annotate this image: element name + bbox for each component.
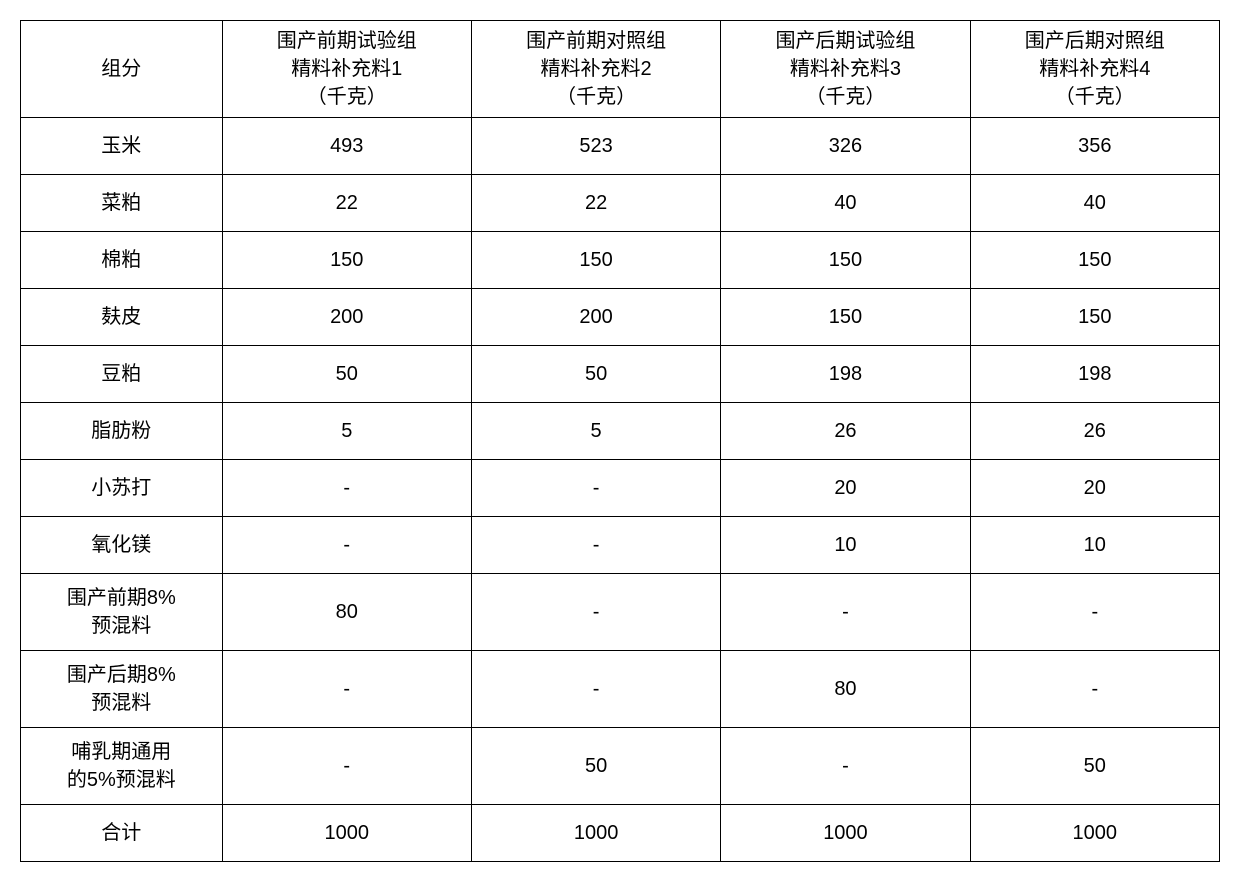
row-label-line1: 围产后期8% bbox=[67, 664, 176, 686]
table-cell: 1000 bbox=[970, 805, 1219, 862]
table-cell: 40 bbox=[970, 175, 1219, 232]
table-cell: - bbox=[222, 651, 471, 728]
table-cell: 1000 bbox=[222, 805, 471, 862]
table-cell: 50 bbox=[471, 346, 720, 403]
table-cell: 22 bbox=[222, 175, 471, 232]
table-cell: 50 bbox=[970, 728, 1219, 805]
header-line2: 精料补充料2 bbox=[541, 58, 652, 80]
table-cell: 1000 bbox=[721, 805, 970, 862]
header-line2: 精料补充料3 bbox=[790, 58, 901, 80]
row-label: 哺乳期通用的5%预混料 bbox=[21, 728, 223, 805]
table-cell: - bbox=[970, 574, 1219, 651]
header-line1: 围产后期对照组 bbox=[1025, 30, 1165, 52]
table-cell: 1000 bbox=[471, 805, 720, 862]
table-cell: - bbox=[222, 728, 471, 805]
table-cell: 26 bbox=[970, 403, 1219, 460]
table-header-row: 组分 围产前期试验组 精料补充料1 （千克） 围产前期对照组 精料补充料2 （千… bbox=[21, 21, 1220, 118]
table-cell: 493 bbox=[222, 118, 471, 175]
header-line3: （千克） bbox=[307, 86, 387, 108]
table-cell: 80 bbox=[222, 574, 471, 651]
table-cell: 150 bbox=[970, 289, 1219, 346]
table-cell: 200 bbox=[222, 289, 471, 346]
table-cell: - bbox=[471, 574, 720, 651]
table-cell: 326 bbox=[721, 118, 970, 175]
table-cell: - bbox=[970, 651, 1219, 728]
table-cell: 10 bbox=[721, 517, 970, 574]
row-label: 氧化镁 bbox=[21, 517, 223, 574]
table-cell: 150 bbox=[970, 232, 1219, 289]
row-label: 围产后期8% 预混料 bbox=[21, 651, 223, 728]
table-cell: 198 bbox=[970, 346, 1219, 403]
table-body: 玉米493523326356菜粕22224040棉粕150150150150麸皮… bbox=[21, 118, 1220, 862]
table-cell: - bbox=[471, 517, 720, 574]
header-line2: 精料补充料1 bbox=[291, 58, 402, 80]
table-cell: 150 bbox=[721, 232, 970, 289]
row-label: 合计 bbox=[21, 805, 223, 862]
table-row: 小苏打--2020 bbox=[21, 460, 1220, 517]
table-row: 豆粕5050198198 bbox=[21, 346, 1220, 403]
table-cell: - bbox=[222, 460, 471, 517]
table-row: 合计1000100010001000 bbox=[21, 805, 1220, 862]
header-col-4: 围产后期对照组 精料补充料4 （千克） bbox=[970, 21, 1219, 118]
table-cell: 5 bbox=[222, 403, 471, 460]
table-cell: - bbox=[721, 728, 970, 805]
table-cell: 26 bbox=[721, 403, 970, 460]
table-cell: 198 bbox=[721, 346, 970, 403]
table-cell: 50 bbox=[222, 346, 471, 403]
row-label: 脂肪粉 bbox=[21, 403, 223, 460]
table-cell: 150 bbox=[471, 232, 720, 289]
header-component: 组分 bbox=[21, 21, 223, 118]
table-cell: 10 bbox=[970, 517, 1219, 574]
table-cell: 40 bbox=[721, 175, 970, 232]
header-line3: （千克） bbox=[556, 86, 636, 108]
header-line3: （千克） bbox=[805, 86, 885, 108]
row-label: 棉粕 bbox=[21, 232, 223, 289]
header-label: 组分 bbox=[101, 58, 141, 80]
table-cell: 356 bbox=[970, 118, 1219, 175]
header-col-1: 围产前期试验组 精料补充料1 （千克） bbox=[222, 21, 471, 118]
header-col-3: 围产后期试验组 精料补充料3 （千克） bbox=[721, 21, 970, 118]
table-cell: 20 bbox=[721, 460, 970, 517]
table-cell: - bbox=[222, 517, 471, 574]
row-label-line2: 预混料 bbox=[91, 692, 151, 714]
table-cell: 50 bbox=[471, 728, 720, 805]
table-row: 哺乳期通用的5%预混料-50-50 bbox=[21, 728, 1220, 805]
row-label-line2: 的5%预混料 bbox=[67, 769, 176, 791]
header-line1: 围产前期试验组 bbox=[277, 30, 417, 52]
table-cell: 20 bbox=[970, 460, 1219, 517]
table-cell: - bbox=[471, 460, 720, 517]
row-label-line1: 围产前期8% bbox=[67, 587, 176, 609]
table-cell: 150 bbox=[222, 232, 471, 289]
table-row: 脂肪粉552626 bbox=[21, 403, 1220, 460]
table-row: 围产前期8%预混料80--- bbox=[21, 574, 1220, 651]
row-label: 围产前期8% 预混料 bbox=[21, 574, 223, 651]
table-row: 围产后期8%预混料--80- bbox=[21, 651, 1220, 728]
table-cell: 5 bbox=[471, 403, 720, 460]
table-cell: - bbox=[721, 574, 970, 651]
table-cell: - bbox=[471, 651, 720, 728]
table-row: 氧化镁--1010 bbox=[21, 517, 1220, 574]
table-cell: 523 bbox=[471, 118, 720, 175]
table-cell: 200 bbox=[471, 289, 720, 346]
table-cell: 22 bbox=[471, 175, 720, 232]
row-label-line2: 预混料 bbox=[91, 615, 151, 637]
table-row: 玉米493523326356 bbox=[21, 118, 1220, 175]
header-line1: 围产后期试验组 bbox=[775, 30, 915, 52]
header-line3: （千克） bbox=[1055, 86, 1135, 108]
table-cell: 80 bbox=[721, 651, 970, 728]
row-label-line1: 哺乳期通用 bbox=[71, 741, 171, 763]
row-label: 菜粕 bbox=[21, 175, 223, 232]
row-label: 玉米 bbox=[21, 118, 223, 175]
header-line2: 精料补充料4 bbox=[1039, 58, 1150, 80]
header-col-2: 围产前期对照组 精料补充料2 （千克） bbox=[471, 21, 720, 118]
table-row: 棉粕150150150150 bbox=[21, 232, 1220, 289]
row-label: 麸皮 bbox=[21, 289, 223, 346]
table-cell: 150 bbox=[721, 289, 970, 346]
header-line1: 围产前期对照组 bbox=[526, 30, 666, 52]
table-row: 菜粕22224040 bbox=[21, 175, 1220, 232]
row-label: 小苏打 bbox=[21, 460, 223, 517]
feed-composition-table: 组分 围产前期试验组 精料补充料1 （千克） 围产前期对照组 精料补充料2 （千… bbox=[20, 20, 1220, 862]
table-row: 麸皮200200150150 bbox=[21, 289, 1220, 346]
row-label: 豆粕 bbox=[21, 346, 223, 403]
